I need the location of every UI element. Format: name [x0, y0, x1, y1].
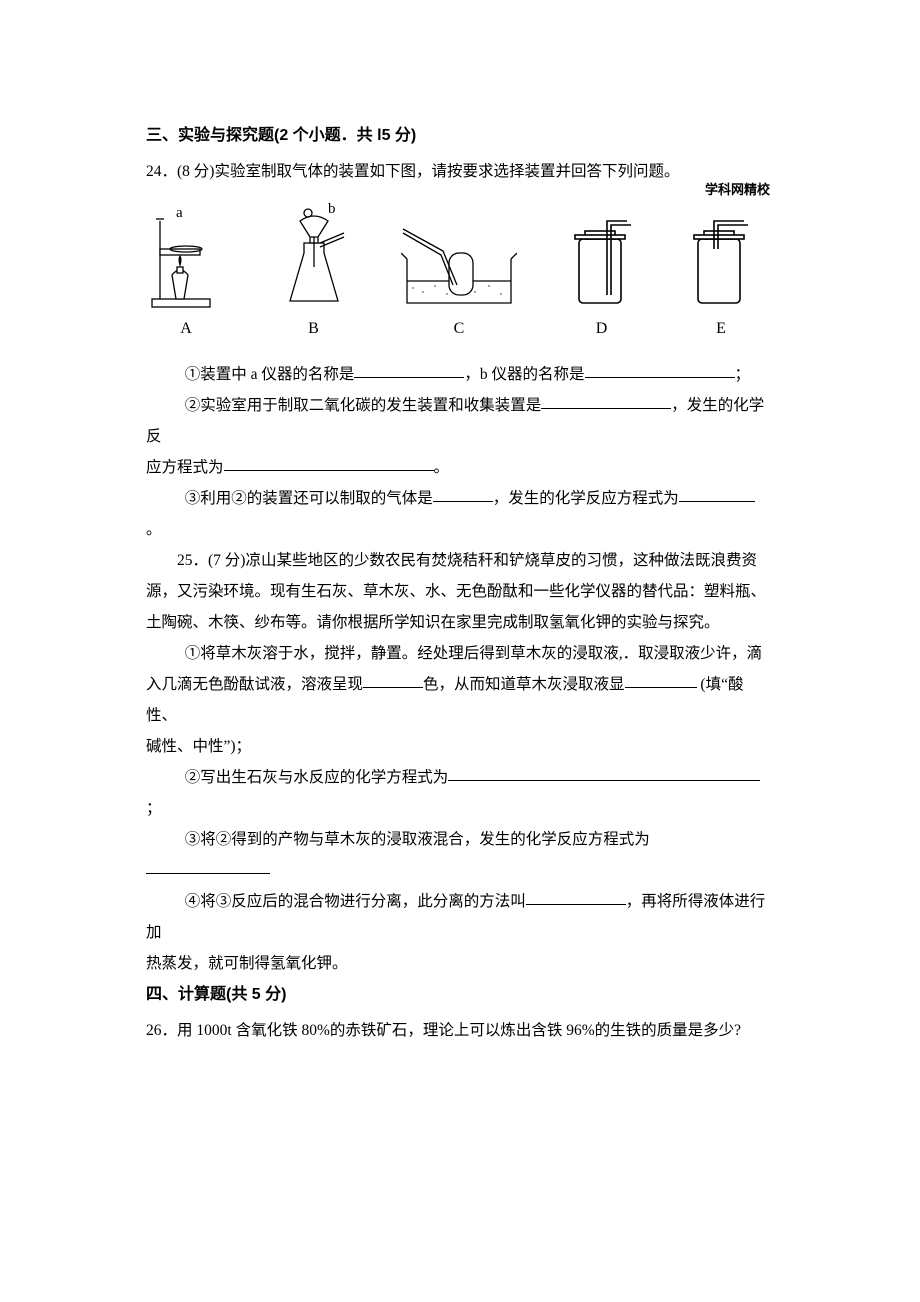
blank-a-name	[354, 362, 464, 379]
q25-item1-line1: ①将草木灰溶于水，搅拌，静置。经处理后得到草木灰的浸取液,．取浸取液少许，滴	[146, 638, 770, 669]
q24-stem: 24．(8 分)实验室制取气体的装置如下图，请按要求选择装置并回答下列问题。	[146, 156, 770, 187]
blank-eq24-2	[224, 455, 434, 472]
svg-text:b: b	[328, 201, 336, 217]
q24-item2-l2-tail: 。	[434, 459, 450, 476]
apparatus-b: b	[272, 197, 356, 309]
watermark-text: 学科网精校	[705, 177, 770, 203]
section-3-heading: 三、实验与探究题(2 个小题．共 l5 分)	[146, 120, 770, 152]
q25-stem-l1: 凉山某些地区的少数农民有焚烧秸秆和铲烧草皮的习惯，这种做法既浪费资	[245, 552, 757, 569]
q24-points: (8 分)	[177, 163, 214, 180]
blank-eq2	[448, 765, 760, 782]
q25-item4-line1: ④将③反应后的混合物进行分离，此分离的方法叫，再将所得液体进行加	[146, 886, 770, 948]
apparatus-a-svg: a	[146, 205, 226, 309]
q24-item3: ③利用②的装置还可以制取的气体是 ，发生的化学反应方程式为。	[146, 483, 770, 545]
q24-item2-pre: ②实验室用于制取二氧化碳的发生装置和收集装置是	[185, 397, 542, 414]
apparatus-c-svg	[401, 223, 517, 309]
apparatus-label-b: B	[272, 313, 356, 345]
q24-item1-tail: ；	[735, 366, 751, 383]
apparatus-labels-row: A B C D E	[146, 313, 756, 345]
apparatus-figure: 学科网精校 a b	[146, 195, 756, 345]
q26-number: 26．	[146, 1022, 177, 1039]
blank-device	[541, 393, 671, 410]
q24-item1-mid: ，b 仪器的名称是	[464, 366, 584, 383]
q25-item1-l2-mid: 色，从而知道草木灰浸取液显	[423, 676, 625, 693]
q25-item3-pre: ③将②得到的产物与草木灰的浸取液混合，发生的化学反应方程式为	[185, 831, 650, 848]
q26-line: 26．用 1000t 含氧化铁 80%的赤铁矿石，理论上可以炼出含铁 96%的生…	[146, 1015, 770, 1046]
q25-stem-line3: 土陶碗、木筷、纱布等。请你根据所学知识在家里完成制取氢氧化钾的实验与探究。	[146, 607, 770, 638]
q25-item4-line2: 热蒸发，就可制得氢氧化钾。	[146, 948, 770, 979]
blank-method	[526, 889, 626, 906]
svg-text:a: a	[176, 205, 183, 221]
q25-item1-line3: 碱性、中性”)；	[146, 731, 770, 762]
q25-item4-l1-pre: ④将③反应后的混合物进行分离，此分离的方法叫	[185, 893, 526, 910]
q24-item2-line2: 应方程式为 。	[146, 452, 770, 483]
blank-eq24-3	[679, 486, 755, 503]
blank-b-name	[585, 362, 735, 379]
q24-item3-pre: ③利用②的装置还可以制取的气体是	[185, 490, 433, 507]
q25-item2-pre: ②写出生石灰与水反应的化学方程式为	[185, 769, 449, 786]
apparatus-d	[563, 219, 641, 309]
apparatus-label-c: C	[401, 313, 517, 345]
q25-item1-line2: 入几滴无色酚酞试液，溶液呈现色，从而知道草木灰浸取液显 (填“酸性、	[146, 669, 770, 731]
section-4-heading: 四、计算题(共 5 分)	[146, 979, 770, 1011]
q25-item3: ③将②得到的产物与草木灰的浸取液混合，发生的化学反应方程式为	[146, 824, 770, 886]
q25-item1-l2-pre: 入几滴无色酚酞试液，溶液呈现	[146, 676, 363, 693]
q24-number: 24．	[146, 163, 177, 180]
q24-item3-tail: 。	[146, 521, 162, 538]
q24-item2-line1: ②实验室用于制取二氧化碳的发生装置和收集装置是，发生的化学反	[146, 390, 770, 452]
q25-stem-line1: 25．(7 分)凉山某些地区的少数农民有焚烧秸秆和铲烧草皮的习惯，这种做法既浪费…	[146, 545, 770, 576]
apparatus-e-svg	[686, 219, 756, 309]
apparatus-c	[401, 223, 517, 309]
q24-item2-l2-pre: 应方程式为	[146, 459, 224, 476]
apparatus-d-svg	[563, 219, 641, 309]
blank-nature	[625, 672, 697, 689]
q24-item3-mid: ，发生的化学反应方程式为	[493, 490, 679, 507]
apparatus-e	[686, 219, 756, 309]
q24-item1-pre: ①装置中 a 仪器的名称是	[185, 366, 355, 383]
q25-number: 25．	[177, 552, 208, 569]
q25-points: (7 分)	[208, 552, 245, 569]
apparatus-images-row: 学科网精校 a b	[146, 195, 756, 309]
apparatus-b-svg: b	[272, 197, 356, 309]
blank-gas	[433, 486, 493, 503]
apparatus-a: a	[146, 205, 226, 309]
blank-eq3	[146, 858, 270, 875]
q24-stem-text: 实验室制取气体的装置如下图，请按要求选择装置并回答下列问题。	[214, 163, 679, 180]
apparatus-label-a: A	[146, 313, 226, 345]
q25-item2: ②写出生石灰与水反应的化学方程式为 ；	[146, 762, 770, 824]
q25-stem-line2: 源，又污染环境。现有生石灰、草木灰、水、无色酚酞和一些化学仪器的替代品：塑料瓶、	[146, 576, 770, 607]
q24-item1: ①装置中 a 仪器的名称是 ，b 仪器的名称是 ；	[146, 359, 770, 390]
blank-color	[363, 672, 423, 689]
apparatus-label-d: D	[563, 313, 641, 345]
apparatus-label-e: E	[686, 313, 756, 345]
q25-item2-tail: ；	[146, 800, 162, 817]
q26-text: 用 1000t 含氧化铁 80%的赤铁矿石，理论上可以炼出含铁 96%的生铁的质…	[177, 1022, 741, 1039]
